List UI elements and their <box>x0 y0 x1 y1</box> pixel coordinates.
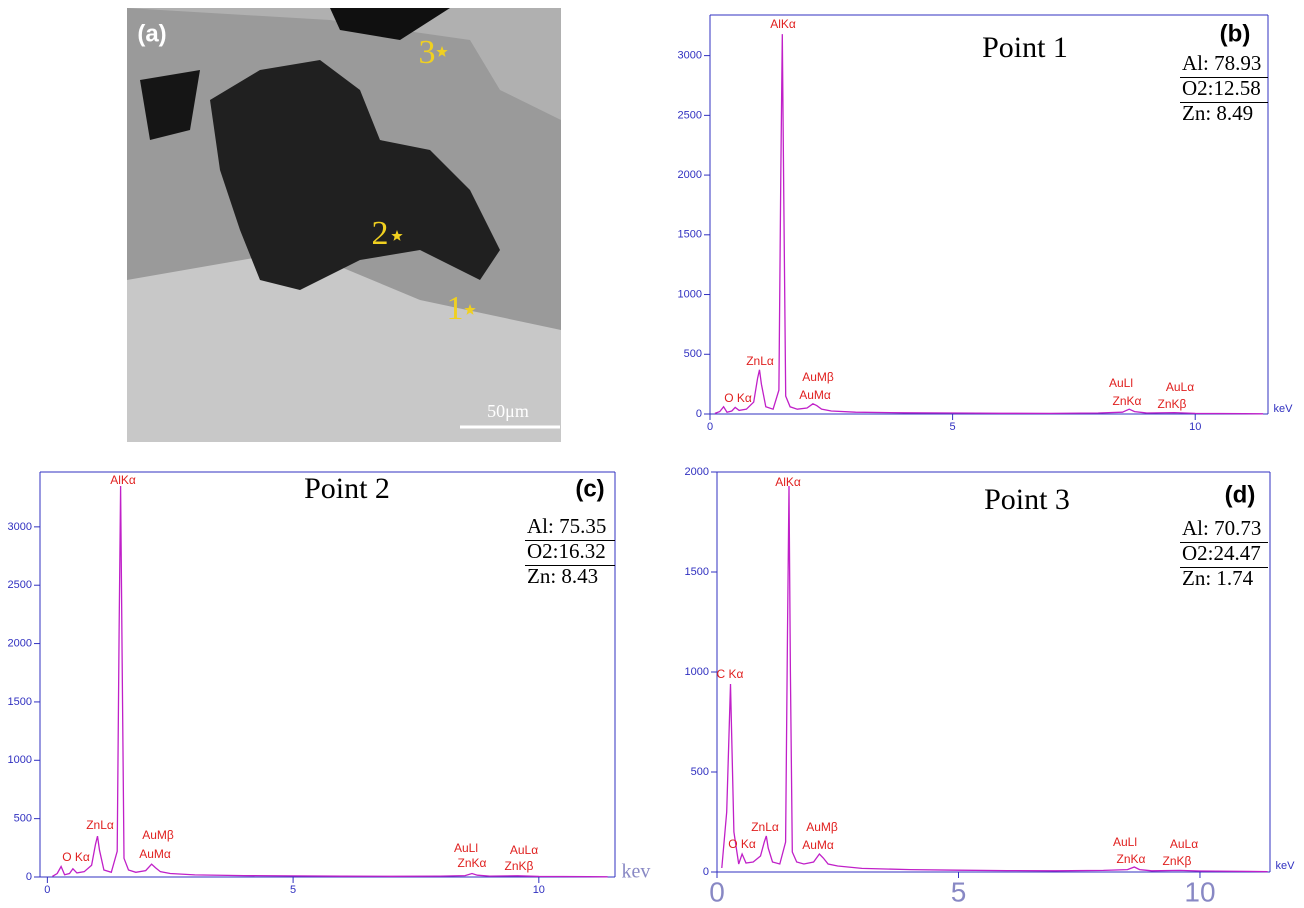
point-star <box>436 46 448 57</box>
y-tick-label: 500 <box>14 813 32 825</box>
y-tick-label: 2000 <box>678 169 702 181</box>
y-tick-label: 1000 <box>685 666 709 678</box>
y-tick-label: 1000 <box>8 754 32 766</box>
composition-entry: Al: 78.93 <box>1182 51 1261 75</box>
peak-label: AuMα <box>139 847 171 861</box>
y-tick-label: 1500 <box>685 566 709 578</box>
y-tick-label: 500 <box>684 348 702 360</box>
x-tick-label: 0 <box>709 876 725 907</box>
point-label: 1 <box>447 290 464 327</box>
peak-label: ZnLα <box>86 818 114 832</box>
peak-label: O Kα <box>62 850 90 864</box>
peak-label: AuMα <box>799 388 831 402</box>
peak-label: AuLl <box>1109 376 1133 390</box>
peak-label: ZnKβ <box>1158 397 1187 411</box>
y-tick-label: 1500 <box>8 696 32 708</box>
peak-label: AlKα <box>775 475 801 489</box>
peak-label: ZnKβ <box>1163 854 1192 868</box>
peak-label: AlKα <box>110 473 136 487</box>
x-tick-label: 5 <box>290 884 296 896</box>
peak-label: ZnLα <box>751 820 779 834</box>
scale-label: 50μm <box>487 401 529 421</box>
y-tick-label: 0 <box>696 408 702 420</box>
peak-label: O Kα <box>728 837 756 851</box>
spectrum-line <box>714 34 1264 415</box>
sem-dark-region <box>210 60 500 290</box>
composition-entry: O2:24.47 <box>1182 541 1261 565</box>
peak-label: O Kα <box>724 391 752 405</box>
x-unit-label: keV <box>1276 860 1296 872</box>
composition-entry: Al: 70.73 <box>1182 516 1261 540</box>
peak-label: AuLl <box>1113 835 1137 849</box>
peak-label: AuMβ <box>806 820 838 834</box>
panel-label: (b) <box>1220 20 1251 47</box>
spectrum-line <box>721 485 1268 873</box>
x-tick-label: 10 <box>533 884 545 896</box>
y-tick-label: 2000 <box>8 637 32 649</box>
peak-label: ZnKβ <box>505 859 534 873</box>
y-tick-label: 2000 <box>685 466 709 478</box>
spectrum-line <box>51 485 608 878</box>
chart-title: Point 1 <box>982 31 1068 64</box>
sem-hole <box>330 8 450 40</box>
peak-label: ZnKα <box>458 856 487 870</box>
peak-label: ZnKα <box>1117 852 1146 866</box>
panel-label: (c) <box>575 475 604 502</box>
x-tick-label: 5 <box>950 421 956 433</box>
composition-entry: O2:12.58 <box>1182 76 1261 100</box>
peak-label: ZnKα <box>1113 394 1142 408</box>
y-tick-label: 2500 <box>8 579 32 591</box>
chart-title: Point 2 <box>304 472 390 505</box>
y-tick-label: 2500 <box>678 109 702 121</box>
y-tick-label: 3000 <box>8 521 32 533</box>
x-tick-label: 0 <box>44 884 50 896</box>
y-tick-label: 1500 <box>678 229 702 241</box>
composition-entry: Al: 75.35 <box>527 514 606 538</box>
peak-label: AuMβ <box>142 828 174 842</box>
peak-label: AuLα <box>1170 837 1198 851</box>
point-label: 2 <box>372 215 389 252</box>
y-tick-label: 500 <box>691 766 709 778</box>
x-unit-label: keV <box>1274 403 1294 415</box>
peak-label: C Kα <box>717 667 744 681</box>
y-tick-label: 1000 <box>678 288 702 300</box>
y-tick-label: 3000 <box>678 50 702 62</box>
x-tick-label: 10 <box>1189 421 1201 433</box>
peak-label: AuMα <box>802 838 834 852</box>
x-tick-label: 5 <box>951 876 967 907</box>
chart-title: Point 3 <box>984 483 1070 516</box>
x-unit-label: kev <box>622 861 651 883</box>
y-tick-label: 0 <box>703 866 709 878</box>
point-label: 3 <box>419 34 436 71</box>
sem-top-region <box>127 8 561 120</box>
sem-hole <box>140 70 200 140</box>
composition-entry: O2:16.32 <box>527 539 606 563</box>
sem-image: (a) 1 2 3 50μm <box>127 8 561 442</box>
composition-entry: Zn: 8.43 <box>527 564 598 588</box>
peak-label: AuLα <box>1166 380 1194 394</box>
peak-label: AuLα <box>510 843 538 857</box>
peak-label: AlKα <box>770 17 796 31</box>
y-tick-label: 0 <box>26 871 32 883</box>
point-star <box>464 304 476 315</box>
peak-label: ZnLα <box>746 354 774 368</box>
composition-entry: Zn: 1.74 <box>1182 566 1254 590</box>
point-star <box>391 230 403 241</box>
peak-label: AuLl <box>454 841 478 855</box>
panel-label: (d) <box>1225 481 1256 508</box>
composition-entry: Zn: 8.49 <box>1182 101 1253 125</box>
sem-light-region <box>127 250 561 442</box>
panel-label: (a) <box>137 20 166 47</box>
x-tick-label: 10 <box>1184 876 1215 907</box>
x-tick-label: 0 <box>707 421 713 433</box>
peak-label: AuMβ <box>802 370 834 384</box>
